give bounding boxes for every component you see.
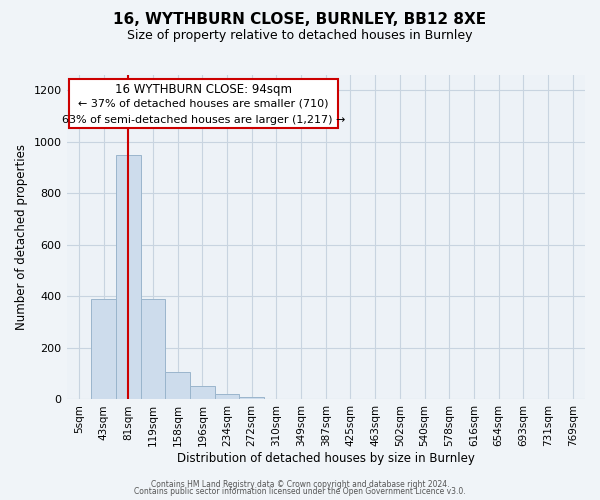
Y-axis label: Number of detached properties: Number of detached properties <box>15 144 28 330</box>
Bar <box>239 398 264 400</box>
Text: Size of property relative to detached houses in Burnley: Size of property relative to detached ho… <box>127 29 473 42</box>
X-axis label: Distribution of detached houses by size in Burnley: Distribution of detached houses by size … <box>177 452 475 465</box>
Text: ← 37% of detached houses are smaller (710): ← 37% of detached houses are smaller (71… <box>79 99 329 109</box>
Bar <box>116 155 140 400</box>
Bar <box>140 299 165 400</box>
Text: Contains HM Land Registry data © Crown copyright and database right 2024.: Contains HM Land Registry data © Crown c… <box>151 480 449 489</box>
Bar <box>215 394 239 400</box>
Text: 16, WYTHBURN CLOSE, BURNLEY, BB12 8XE: 16, WYTHBURN CLOSE, BURNLEY, BB12 8XE <box>113 12 487 28</box>
Text: 16 WYTHBURN CLOSE: 94sqm: 16 WYTHBURN CLOSE: 94sqm <box>115 83 292 96</box>
Bar <box>165 372 190 400</box>
Text: Contains public sector information licensed under the Open Government Licence v3: Contains public sector information licen… <box>134 487 466 496</box>
Bar <box>91 299 116 400</box>
Text: 63% of semi-detached houses are larger (1,217) →: 63% of semi-detached houses are larger (… <box>62 115 345 125</box>
Bar <box>190 386 215 400</box>
